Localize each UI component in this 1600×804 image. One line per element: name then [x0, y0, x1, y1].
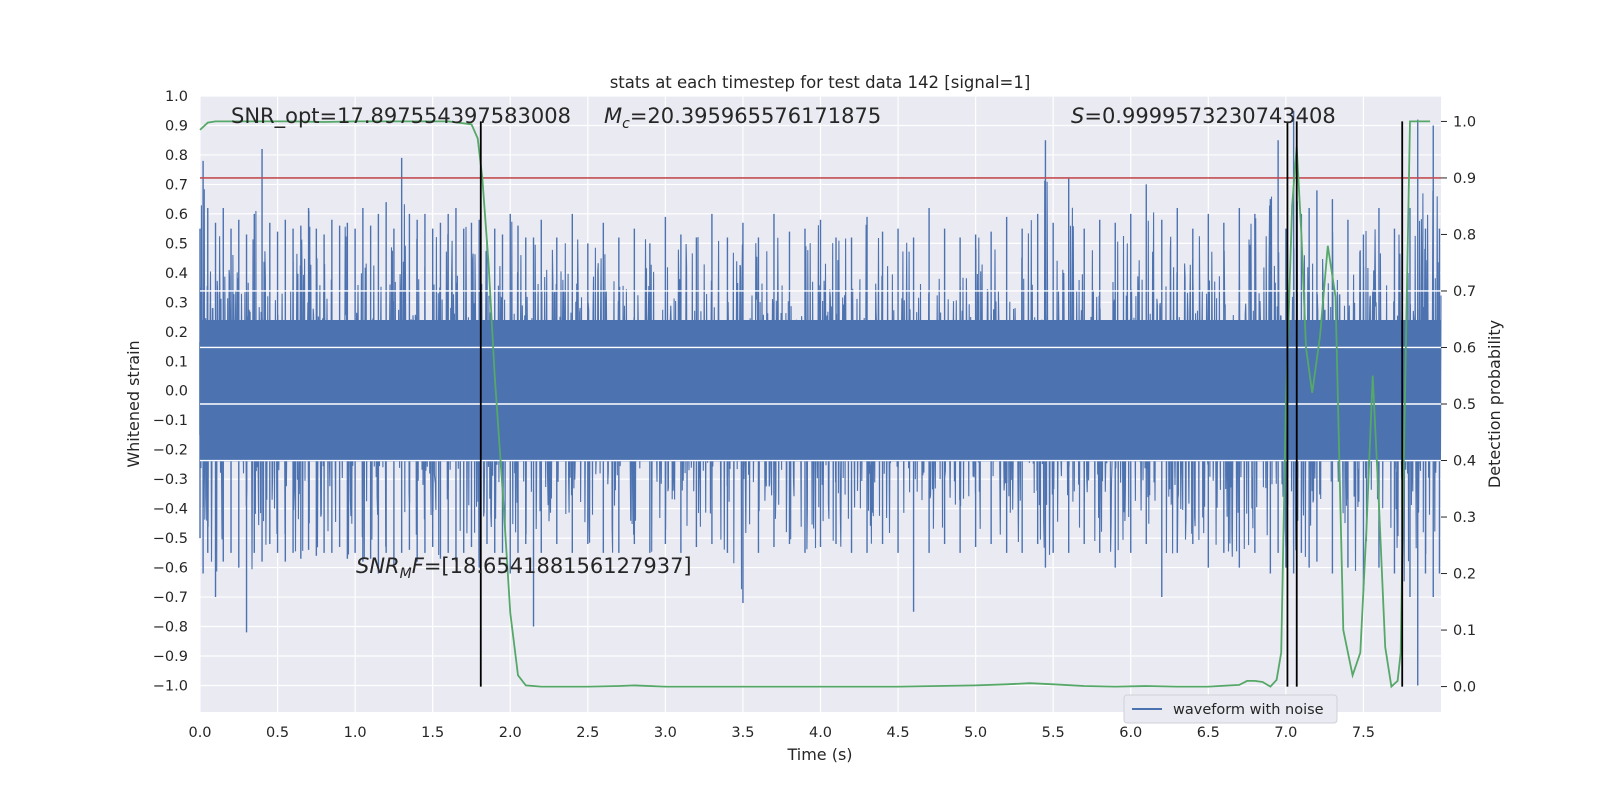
- y-left-tick-label: 0.4: [165, 266, 188, 282]
- x-axis-title: Time (s): [786, 745, 852, 764]
- y-left-tick-label: 0.9: [165, 118, 188, 134]
- annotation-snr-mf-value: =[18.654188156127937]: [424, 554, 692, 578]
- x-tick-label: 6.0: [1119, 725, 1142, 741]
- y-right-axis-title: Detection probability: [1485, 320, 1504, 488]
- x-tick-labels: 0.0 0.5 1.0 1.5 2.0 2.5 3.0 3.5 4.0 4.5 5.0 5.5 6.0 6…: [188, 725, 1375, 741]
- y-left-tick-label: 0.3: [165, 295, 188, 311]
- y-right-tick-label: 0.4: [1453, 454, 1476, 470]
- y-left-tick-label: −0.6: [153, 561, 188, 577]
- y-left-tick-labels: 1.0 0.9 0.8 0.7 0.6 0.5 0.4 0.3 0.2 0.1 0.0 −0.1 −0.…: [153, 89, 188, 694]
- x-tick-label: 2.5: [576, 725, 599, 741]
- annotation-snr-mf-subscript: M: [400, 566, 412, 582]
- y-right-tick-label: 0.1: [1453, 623, 1476, 639]
- y-right-tick-label: 0.7: [1453, 284, 1476, 300]
- annotation-snr-mf-symbol: SNR: [356, 554, 400, 578]
- y-left-tick-label: 0.6: [165, 207, 188, 223]
- annotation-chirp-mass: Mc=20.395965576171875: [604, 104, 881, 132]
- y-left-tick-label: 0.0: [165, 384, 188, 400]
- annotation-s-symbol: S: [1071, 104, 1084, 128]
- x-tick-label: 1.5: [421, 725, 444, 741]
- y-right-tick-label: 0.6: [1453, 340, 1476, 356]
- y-left-tick-label: −0.4: [153, 502, 188, 518]
- annotation-snr-opt: SNR_opt=17.897554397583008: [231, 104, 571, 129]
- strain-band: [200, 320, 1441, 462]
- probability-layer: [199, 120, 1431, 689]
- x-tick-label: 3.0: [654, 725, 677, 741]
- y-right-tick-label: 0.5: [1453, 397, 1476, 413]
- annotation-chirp-mass-subscript: c: [622, 116, 630, 132]
- y-left-tick-label: −0.8: [153, 620, 188, 636]
- y-left-tick-label: −1.0: [153, 678, 188, 694]
- y-left-tick-label: 0.1: [165, 354, 188, 370]
- event-lines-layer: [479, 121, 1404, 687]
- annotation-chirp-mass-symbol: M: [604, 104, 622, 128]
- x-tick-label: 3.5: [731, 725, 754, 741]
- y-right-tick-labels: 1.0 0.9 0.8 0.7 0.6 0.5 0.4 0.3 0.2 0.1 0.0: [1441, 114, 1476, 696]
- y-right-tick-label: 0.3: [1453, 510, 1476, 526]
- annotation-snr-mf: SNRMF=[18.654188156127937]: [356, 554, 692, 582]
- y-left-tick-label: −0.9: [153, 649, 188, 665]
- x-tick-label: 1.0: [344, 725, 367, 741]
- x-tick-label: 5.5: [1042, 725, 1065, 741]
- x-tick-label: 7.0: [1274, 725, 1297, 741]
- right-axis-grid-layer: [200, 290, 1441, 462]
- y-right-tick-label: 0.0: [1453, 680, 1476, 696]
- y-left-axis-title: Whitened strain: [124, 340, 143, 467]
- y-right-tick-label: 1.0: [1453, 114, 1476, 130]
- annotation-s-value: =0.9999573230743408: [1084, 104, 1335, 128]
- y-left-tick-label: 0.5: [165, 236, 188, 252]
- x-tick-label: 4.5: [887, 725, 910, 741]
- legend-label-waveform: waveform with noise: [1173, 702, 1324, 718]
- y-left-tick-label: 0.7: [165, 177, 188, 193]
- y-left-tick-label: −0.3: [153, 472, 188, 488]
- y-left-tick-label: −0.2: [153, 443, 188, 459]
- y-left-tick-label: 0.8: [165, 148, 188, 164]
- annotation-snr-mf-f: F: [412, 554, 425, 578]
- x-tick-label: 7.5: [1352, 725, 1375, 741]
- chart-title: stats at each timestep for test data 142…: [610, 73, 1031, 92]
- y-left-tick-label: −0.1: [153, 413, 188, 429]
- x-tick-label: 0.0: [188, 725, 211, 741]
- legend: waveform with noise: [1123, 694, 1338, 724]
- x-tick-label: 0.5: [266, 725, 289, 741]
- y-right-tick-label: 0.2: [1453, 567, 1476, 583]
- probability-series: [199, 120, 1431, 689]
- x-tick-label: 6.5: [1197, 725, 1220, 741]
- y-right-tick-label: 0.9: [1453, 171, 1476, 187]
- legend-box: [1123, 694, 1338, 724]
- x-tick-label: 2.0: [499, 725, 522, 741]
- y-left-tick-label: 1.0: [165, 89, 188, 105]
- x-tick-label: 5.0: [964, 725, 987, 741]
- y-left-tick-label: −0.5: [153, 531, 188, 547]
- annotation-chirp-mass-value: =20.395965576171875: [630, 104, 881, 128]
- y-right-tick-label: 0.8: [1453, 227, 1476, 243]
- x-tick-label: 4.0: [809, 725, 832, 741]
- y-left-tick-label: 0.2: [165, 325, 188, 341]
- annotation-s: S=0.9999573230743408: [1071, 104, 1336, 128]
- y-left-tick-label: −0.7: [153, 590, 188, 606]
